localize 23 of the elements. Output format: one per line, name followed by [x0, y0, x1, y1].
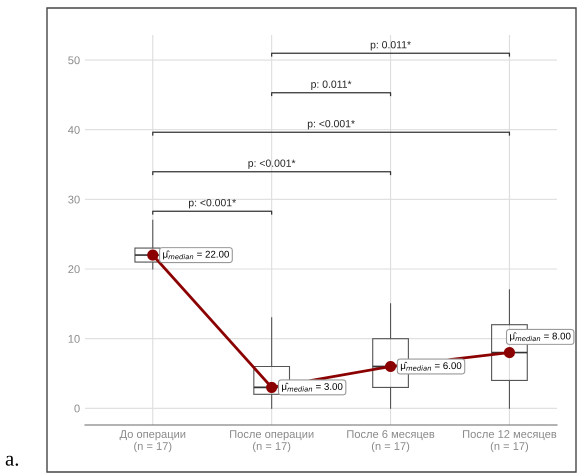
y-tick-label: 30: [68, 196, 80, 204]
x-tick-label: После операции (n = 17): [230, 430, 314, 452]
point: [384, 360, 396, 372]
annotation: p: 0.011*: [311, 80, 352, 90]
annotation: p: <0.001*: [188, 198, 236, 208]
x-tick-label: До операции (n = 17): [120, 430, 186, 452]
y-tick-label: 50: [68, 56, 80, 64]
y-tick-label: 20: [68, 265, 80, 274]
annotation: μ̂$_{median}$ = 3.00: [282, 382, 342, 392]
point: [266, 382, 278, 393]
x-tick-label: После 6 месяцев (n = 17): [347, 430, 434, 452]
x-tick-label: После 12 месяцев (n = 17): [463, 430, 556, 452]
annotation: μ̂$_{median}$ = 22.00: [163, 250, 229, 260]
annotation: μ̂$_{median}$ = 8.00: [510, 332, 571, 342]
point: [504, 347, 515, 358]
text: a.: [6, 456, 18, 466]
annotation: p: <0.001*: [248, 159, 296, 169]
annotation: μ̂$_{median}$ = 6.00: [400, 362, 462, 371]
y-tick-label: 10: [68, 334, 80, 343]
annotation: p: 0.011*: [370, 41, 411, 50]
y-tick-label: 40: [68, 126, 80, 134]
annotation: p: <0.001*: [308, 120, 355, 130]
y-tick-label: 0: [74, 404, 80, 412]
